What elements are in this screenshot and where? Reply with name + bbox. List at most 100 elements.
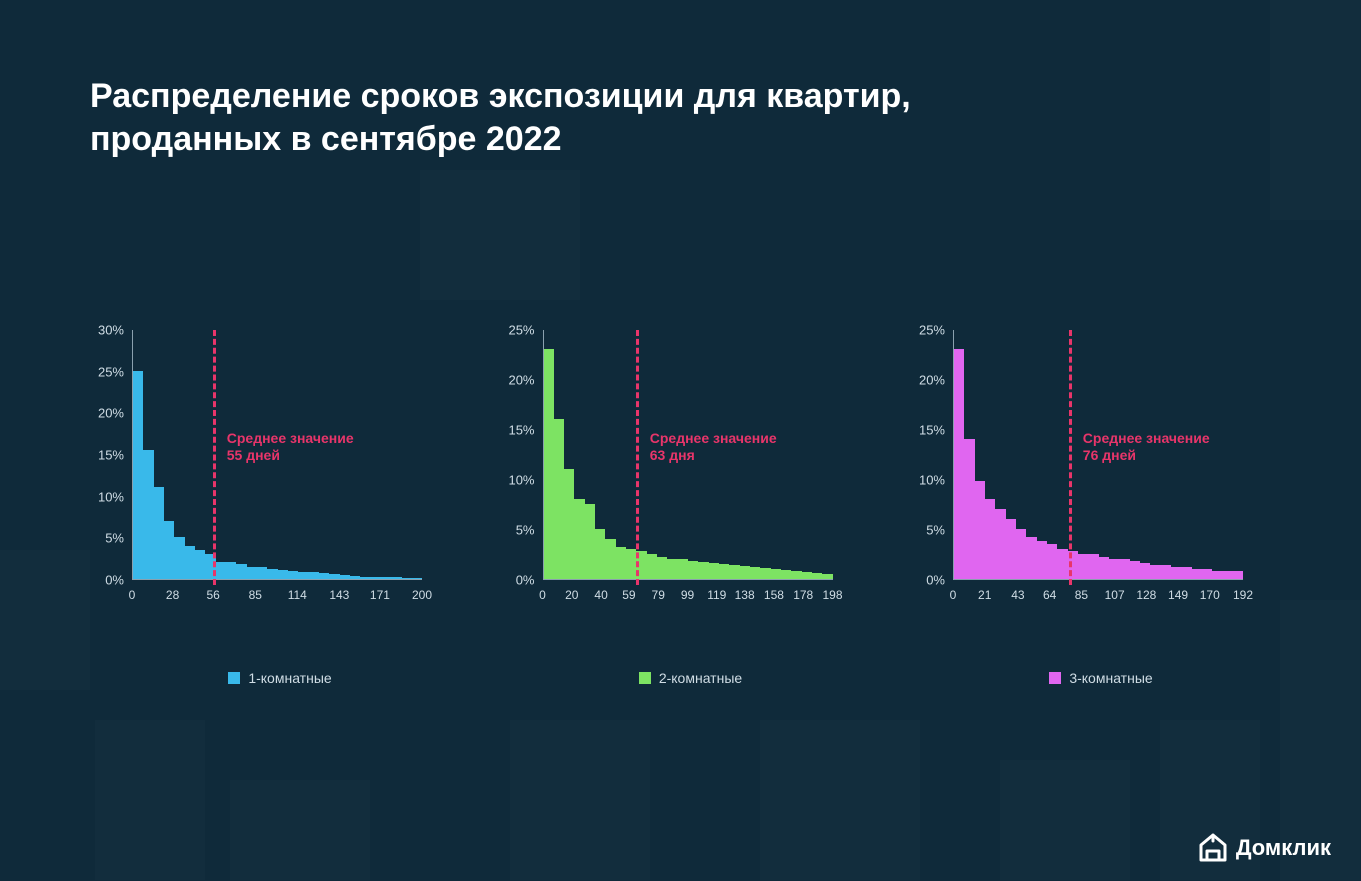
bar bbox=[360, 577, 370, 580]
bar bbox=[309, 572, 319, 579]
bar bbox=[1150, 565, 1160, 579]
bar bbox=[709, 563, 719, 579]
bar bbox=[143, 450, 153, 579]
y-tick-label: 30% bbox=[98, 323, 124, 338]
y-tick-label: 0% bbox=[926, 573, 945, 588]
bar bbox=[1016, 529, 1026, 579]
y-tick-label: 25% bbox=[919, 323, 945, 338]
y-tick-label: 20% bbox=[98, 406, 124, 421]
bar bbox=[164, 521, 174, 579]
bar bbox=[985, 499, 995, 579]
bar bbox=[1088, 554, 1098, 579]
avg-label: Среднее значение55 дней bbox=[227, 430, 354, 464]
bar bbox=[657, 557, 667, 579]
x-tick-label: 85 bbox=[1075, 588, 1088, 602]
x-tick-label: 114 bbox=[288, 588, 307, 602]
avg-line bbox=[636, 330, 639, 585]
avg-label-line1: Среднее значение bbox=[227, 430, 354, 447]
bar bbox=[1109, 559, 1119, 579]
bar bbox=[564, 469, 574, 579]
x-tick-label: 200 bbox=[412, 588, 432, 602]
legend-swatch bbox=[1049, 672, 1061, 684]
bar bbox=[954, 349, 964, 579]
y-tick-label: 15% bbox=[98, 448, 124, 463]
legend: 3-комнатные bbox=[911, 670, 1291, 686]
y-tick-label: 10% bbox=[919, 473, 945, 488]
bar bbox=[678, 559, 688, 579]
bar bbox=[554, 419, 564, 579]
y-axis: 0%5%10%15%20%25%30% bbox=[90, 330, 128, 580]
bar bbox=[729, 565, 739, 579]
avg-line bbox=[213, 330, 216, 585]
y-tick-label: 10% bbox=[98, 489, 124, 504]
bar bbox=[544, 349, 554, 579]
bar bbox=[391, 577, 401, 579]
bar bbox=[381, 577, 391, 579]
bar bbox=[995, 509, 1005, 579]
y-tick-label: 5% bbox=[516, 523, 535, 538]
x-tick-label: 79 bbox=[652, 588, 665, 602]
bar bbox=[154, 487, 164, 579]
bar bbox=[412, 578, 422, 579]
avg-label: Среднее значение76 дней bbox=[1083, 430, 1210, 464]
x-tick-label: 85 bbox=[249, 588, 262, 602]
y-tick-label: 0% bbox=[516, 573, 535, 588]
bar bbox=[1099, 557, 1109, 579]
bar bbox=[812, 573, 822, 579]
bar bbox=[595, 529, 605, 579]
legend: 1-комнатные bbox=[90, 670, 470, 686]
plot-area: Среднее значение63 дня bbox=[543, 330, 833, 580]
bar bbox=[1192, 569, 1202, 579]
legend: 2-комнатные bbox=[501, 670, 881, 686]
bar bbox=[267, 569, 277, 579]
legend-label: 1-комнатные bbox=[248, 670, 331, 686]
legend-label: 2-комнатные bbox=[659, 670, 742, 686]
bar bbox=[667, 559, 677, 579]
x-tick-label: 171 bbox=[370, 588, 390, 602]
bar bbox=[750, 567, 760, 579]
bar bbox=[616, 547, 626, 579]
x-tick-label: 56 bbox=[207, 588, 220, 602]
title-line-1: Распределение сроков экспозиции для квар… bbox=[90, 75, 911, 118]
title-line-2: проданных в сентябре 2022 bbox=[90, 118, 911, 161]
bar bbox=[1140, 563, 1150, 579]
avg-label-line1: Среднее значение bbox=[1083, 430, 1210, 447]
bar bbox=[1119, 559, 1129, 579]
bar bbox=[350, 576, 360, 579]
y-tick-label: 25% bbox=[98, 364, 124, 379]
bar bbox=[278, 570, 288, 579]
bar bbox=[257, 567, 267, 579]
x-tick-label: 119 bbox=[707, 588, 726, 602]
bar bbox=[688, 561, 698, 579]
x-tick-label: 0 bbox=[950, 588, 957, 602]
y-axis: 0%5%10%15%20%25% bbox=[501, 330, 539, 580]
page-title: Распределение сроков экспозиции для квар… bbox=[90, 75, 911, 160]
avg-label-line2: 63 дня bbox=[650, 447, 777, 464]
bar bbox=[585, 504, 595, 579]
bar bbox=[133, 371, 143, 579]
y-axis: 0%5%10%15%20%25% bbox=[911, 330, 949, 580]
bar bbox=[822, 574, 832, 579]
bar bbox=[1130, 561, 1140, 579]
bar bbox=[1223, 571, 1233, 579]
y-tick-label: 15% bbox=[508, 423, 534, 438]
bar bbox=[298, 572, 308, 580]
bar bbox=[216, 562, 226, 579]
x-tick-label: 20 bbox=[565, 588, 578, 602]
x-tick-label: 143 bbox=[329, 588, 349, 602]
x-tick-label: 59 bbox=[622, 588, 635, 602]
x-tick-label: 138 bbox=[735, 588, 755, 602]
house-icon bbox=[1198, 833, 1228, 863]
bar bbox=[371, 577, 381, 580]
avg-label: Среднее значение63 дня bbox=[650, 430, 777, 464]
y-tick-label: 0% bbox=[105, 573, 124, 588]
y-tick-label: 25% bbox=[508, 323, 534, 338]
bar bbox=[1047, 544, 1057, 579]
bar bbox=[1026, 537, 1036, 579]
legend-swatch bbox=[228, 672, 240, 684]
x-tick-label: 198 bbox=[822, 588, 842, 602]
x-tick-label: 128 bbox=[1136, 588, 1156, 602]
bar bbox=[185, 546, 195, 579]
x-tick-label: 158 bbox=[764, 588, 784, 602]
bar bbox=[236, 564, 246, 579]
